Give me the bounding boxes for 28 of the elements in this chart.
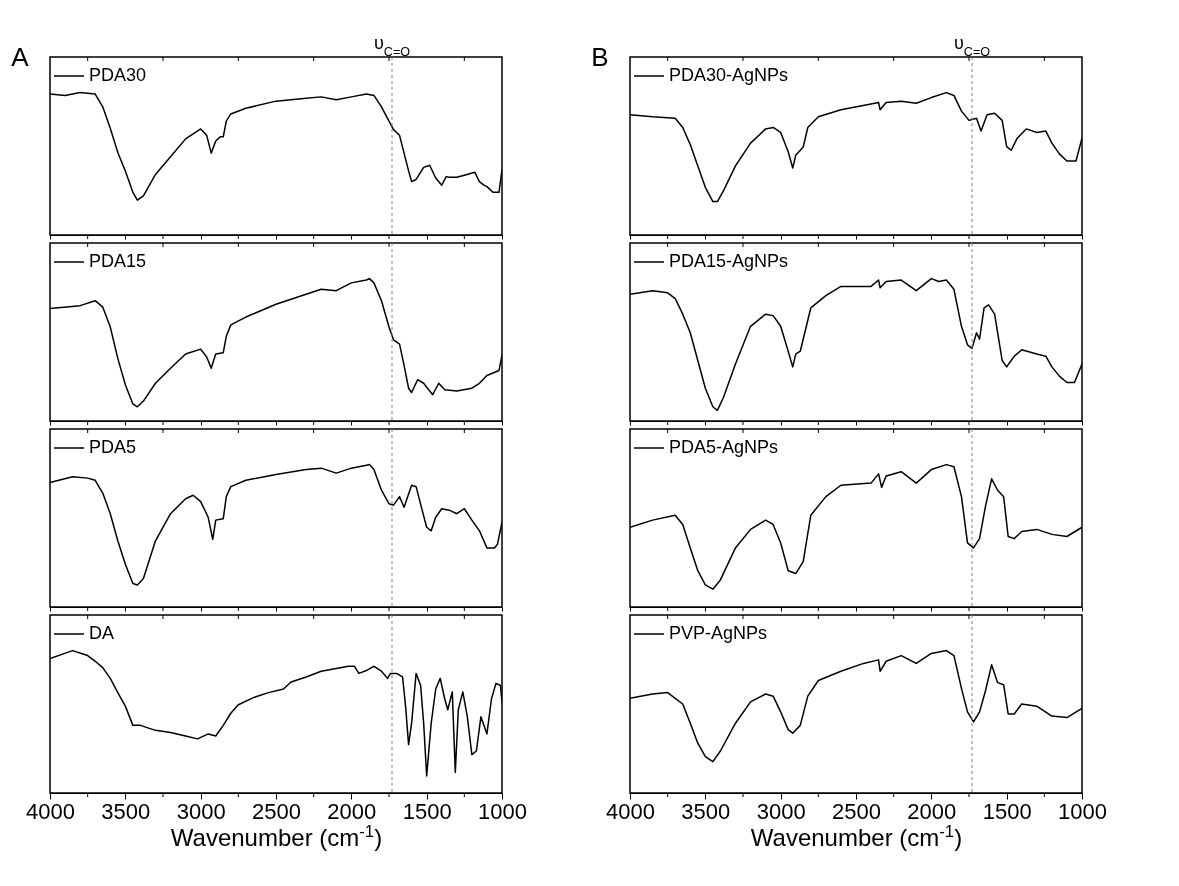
x-tick-label: 3500 (681, 798, 731, 824)
text: B (591, 42, 609, 72)
legend-label: PDA30 (89, 65, 147, 85)
x-tick-label: 2000 (327, 798, 377, 824)
legend-label: PVP-AgNPs (669, 623, 768, 643)
x-tick-label: 4000 (606, 798, 655, 824)
x-tick-label: 1500 (402, 798, 452, 824)
x-axis-title: Wavenumber (cm$^{-1}$) (750, 821, 963, 851)
x-tick-label: 1000 (1058, 798, 1107, 824)
x-tick-label: 1000 (478, 798, 527, 824)
ref-line-label: υ$_{C=O}$ (373, 33, 411, 59)
x-tick-label: 2000 (907, 798, 957, 824)
x-tick-label: 3500 (101, 798, 151, 824)
text: A (11, 42, 30, 72)
legend-label: PDA15-AgNPs (669, 251, 789, 271)
x-tick-label: 2500 (252, 798, 301, 824)
ref-line-label: υ$_{C=O}$ (953, 33, 991, 59)
x-axis-title: Wavenumber (cm$^{-1}$) (170, 821, 383, 851)
legend-label: PDA5 (89, 437, 137, 457)
x-tick-label: 1500 (982, 798, 1032, 824)
legend-label: DA (89, 623, 115, 643)
legend-label: PDA30-AgNPs (669, 65, 789, 85)
legend-label: PDA15 (89, 251, 147, 271)
x-tick-label: 2500 (832, 798, 881, 824)
x-tick-label: 3000 (176, 798, 226, 824)
legend-label: PDA5-AgNPs (669, 437, 779, 457)
x-tick-label: 3000 (756, 798, 806, 824)
x-tick-label: 4000 (26, 798, 75, 824)
